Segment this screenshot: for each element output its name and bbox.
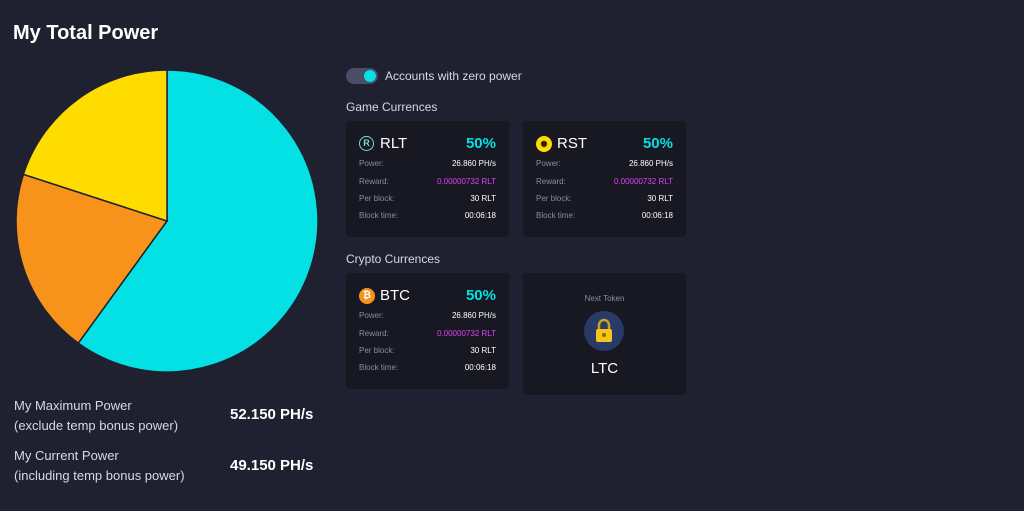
rst-card[interactable]: ◉ RST 50% Power: 26.860 PH/s Reward: 0.000…	[523, 121, 686, 237]
toggle-knob	[364, 70, 376, 82]
power-value: 26.860 PH/s	[451, 159, 496, 168]
coin-percent: 50%	[465, 135, 496, 152]
reward-value: 0.00000732 RLT	[436, 177, 496, 186]
zero-power-toggle-label: Accounts with zero power	[385, 69, 522, 83]
power-value: 26.860 PH/s	[628, 159, 673, 168]
pie-slice-1	[15, 173, 169, 345]
per-block-value: 30 RLT	[647, 194, 673, 203]
block-time-label: Block time:	[536, 211, 576, 220]
power-value: 26.860 PH/s	[451, 311, 496, 320]
reward-value: 0.00000732 RLT	[436, 329, 496, 338]
per-block-label: Per block:	[359, 346, 395, 355]
reward-label: Reward:	[359, 177, 389, 186]
page-title: My Total Power	[13, 22, 159, 44]
next-token-name: LTC	[590, 360, 619, 377]
lock-icon	[584, 311, 624, 351]
current-power-label-line1: My Current Power	[14, 448, 119, 463]
block-time-label: Block time:	[359, 363, 399, 372]
block-time-label: Block time:	[359, 211, 399, 220]
max-power-value: 52.150 PH/s	[230, 406, 314, 423]
power-label: Power:	[536, 159, 561, 168]
reward-label: Reward:	[359, 329, 389, 338]
current-power-value: 49.150 PH/s	[230, 457, 314, 474]
max-power-label-line1: My Maximum Power	[14, 398, 132, 413]
coin-name: RLT	[380, 135, 408, 152]
coin-percent: 50%	[465, 287, 496, 304]
per-block-label: Per block:	[359, 194, 395, 203]
max-power-label: My Maximum Power (exclude temp bonus pow…	[14, 396, 178, 436]
rlt-coin-icon: R	[359, 136, 374, 151]
current-power-label-line2: (including temp bonus power)	[14, 468, 185, 483]
power-label: Power:	[359, 311, 384, 320]
rlt-card[interactable]: R RLT 50% Power: 26.860 PH/s Reward: 0.000…	[346, 121, 509, 237]
btc-coin-icon: ₿	[359, 288, 375, 304]
next-token-card: Next Token LTC	[523, 273, 686, 395]
block-time-value: 00:06:18	[464, 363, 496, 372]
coin-name: BTC	[380, 287, 410, 304]
btc-card[interactable]: ₿ BTC 50% Power: 26.860 PH/s Reward: 0.000…	[346, 273, 509, 389]
pie-slice-2	[22, 69, 168, 223]
coin-percent: 50%	[642, 135, 673, 152]
per-block-value: 30 RLT	[470, 194, 496, 203]
rst-coin-icon: ◉	[536, 136, 552, 152]
current-power-label: My Current Power (including temp bonus p…	[14, 446, 185, 486]
game-currencies-title: Game Currences	[346, 100, 438, 114]
per-block-label: Per block:	[536, 194, 572, 203]
power-label: Power:	[359, 159, 384, 168]
next-token-label: Next Token	[584, 294, 625, 303]
crypto-currencies-title: Crypto Currences	[346, 252, 441, 266]
block-time-value: 00:06:18	[641, 211, 673, 220]
zero-power-toggle[interactable]	[346, 68, 378, 84]
block-time-value: 00:06:18	[464, 211, 496, 220]
power-pie-chart	[15, 69, 319, 373]
max-power-label-line2: (exclude temp bonus power)	[14, 418, 179, 433]
per-block-value: 30 RLT	[470, 346, 496, 355]
reward-label: Reward:	[536, 177, 566, 186]
pie-slice-0	[77, 69, 319, 373]
reward-value: 0.00000732 RLT	[613, 177, 673, 186]
coin-name: RST	[557, 135, 587, 152]
